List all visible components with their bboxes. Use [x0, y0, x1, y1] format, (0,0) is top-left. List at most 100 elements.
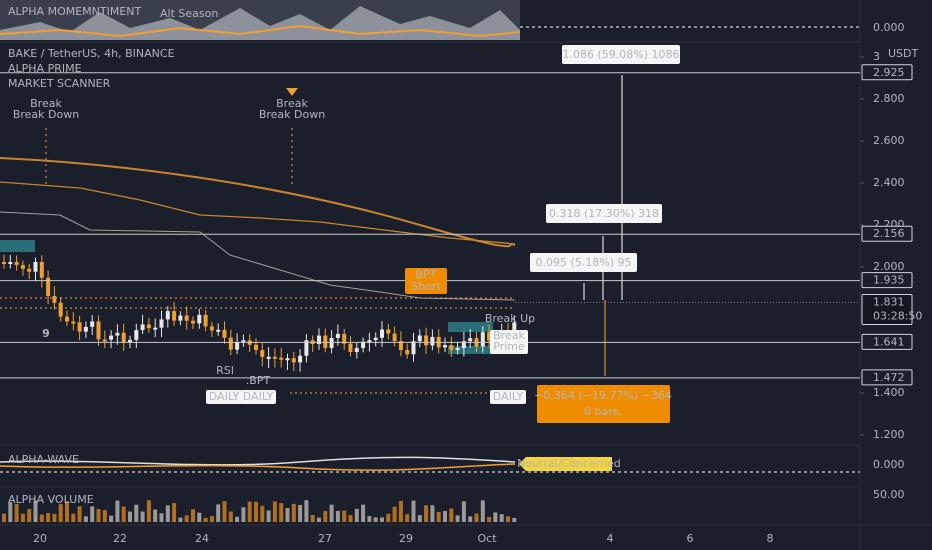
price-tag [861, 369, 913, 386]
candle-body [209, 326, 214, 331]
volume-bar [398, 500, 403, 522]
candle-body [96, 321, 101, 340]
volume-bar [424, 505, 429, 522]
candle-body [323, 335, 328, 348]
volume-bar [46, 512, 51, 522]
signal-label: Break [276, 97, 308, 110]
time-tick-label: Oct [477, 532, 497, 545]
candle-body [228, 337, 233, 350]
momentum-line [0, 24, 521, 38]
candle-body [2, 262, 6, 264]
price-tick-label: 1.400 [873, 386, 905, 399]
candle-body [178, 315, 183, 321]
volume-bar [449, 508, 454, 522]
candle-body [443, 345, 447, 348]
volume-bar [317, 517, 321, 522]
status-tag [519, 457, 612, 471]
candle-body [52, 296, 57, 303]
candle-body [140, 324, 145, 331]
volume-bar [109, 515, 114, 522]
candle-body [342, 333, 347, 344]
volume-bar [228, 511, 233, 522]
candle-body [71, 321, 76, 324]
volume-bar [247, 501, 252, 522]
candle-body [20, 265, 25, 269]
price-tick-label: 2.000 [873, 260, 905, 273]
volume-bar [493, 512, 498, 522]
candles [2, 254, 517, 522]
candle-body [14, 262, 19, 266]
indicator-name: MARKET SCANNER [8, 77, 111, 90]
volume-bar [8, 502, 13, 522]
candle-body [487, 332, 492, 341]
volume-bar [304, 500, 309, 522]
symbol-title: BAKE / TetherUS, 4h, BINANCE [8, 47, 175, 60]
candle-body [417, 335, 422, 342]
wave-line [0, 456, 516, 466]
price-tag-label: 2.156 [873, 227, 905, 240]
panel-title: ALPHA VOLUME [8, 493, 94, 506]
volume-bar [291, 503, 296, 522]
candle-body [329, 337, 334, 348]
candle-body [386, 329, 391, 334]
candle-body [455, 348, 460, 351]
volume-bar [27, 509, 32, 522]
candle-body [266, 356, 271, 359]
candle-body [298, 355, 303, 363]
volume-bar [128, 511, 132, 522]
candle-body [304, 340, 309, 356]
volume-bar [405, 514, 410, 522]
volume-bar [172, 503, 177, 522]
candle-body [430, 336, 435, 346]
volume-bar [285, 508, 290, 522]
volume-bar [298, 505, 303, 522]
price-tag [861, 333, 913, 350]
daily-box [206, 390, 242, 404]
volume-bar [216, 504, 221, 522]
measure-box [530, 253, 637, 272]
zone [448, 346, 493, 354]
volume-bar [254, 501, 258, 522]
candle-body [121, 332, 126, 343]
volume-bar [77, 506, 82, 522]
volume-bar [392, 506, 397, 522]
volume-bar [134, 504, 139, 522]
candle-body [398, 341, 403, 351]
price-tag [861, 293, 913, 325]
signal-arrow [286, 88, 298, 96]
time-tick-label: 6 [687, 532, 694, 545]
candle-body [8, 262, 13, 265]
volume-bar [468, 516, 473, 522]
volume-bar [178, 517, 183, 522]
candle-body [380, 329, 384, 338]
volume-bar [487, 517, 492, 522]
volume-bar [342, 510, 347, 522]
count-label: 9 [42, 327, 50, 340]
candle-body [411, 341, 416, 355]
volume-bar [203, 517, 208, 522]
volume-bar [279, 503, 284, 522]
price-tag-label: 1.831 [873, 295, 905, 308]
volume-bar [39, 514, 44, 522]
volume-bar [373, 517, 378, 522]
candle-body [46, 277, 51, 297]
volume-bar [354, 508, 359, 522]
candle-body [159, 319, 164, 328]
candle-body [348, 343, 353, 353]
axis-value: 0.000 [873, 21, 905, 34]
price-tag-label: 1.935 [873, 274, 905, 287]
candle-body [367, 340, 372, 343]
candle-body [153, 327, 158, 330]
candle-body [165, 311, 170, 320]
countdown: 03:28:50 [873, 309, 922, 322]
candle-body [39, 261, 44, 278]
currency: USDT [888, 47, 919, 60]
signal-label: Break Down [259, 108, 325, 121]
measure-label: 0.095 (5.18%) 95 [535, 256, 631, 269]
volume-bar [20, 513, 25, 522]
volume-bar [33, 500, 38, 522]
candle-body [279, 357, 284, 360]
measure-box [537, 385, 670, 423]
